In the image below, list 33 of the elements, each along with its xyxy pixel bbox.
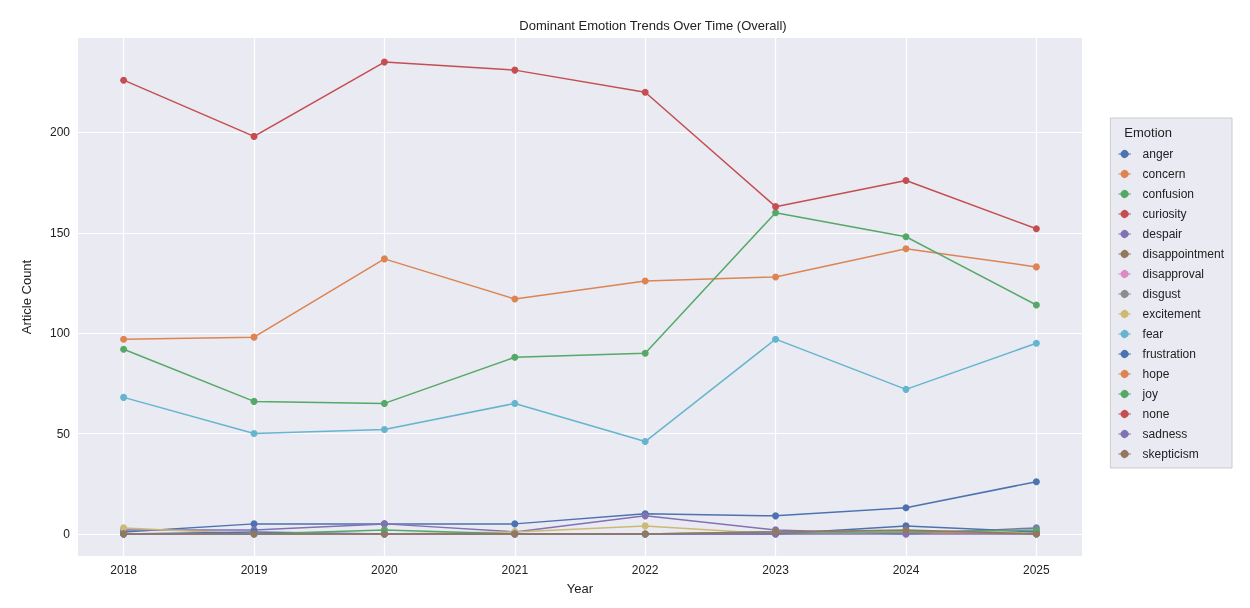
legend-label: despair — [1142, 227, 1182, 241]
legend-label: concern — [1142, 167, 1186, 181]
x-tick-label: 2025 — [1023, 563, 1051, 577]
legend-title: Emotion — [1124, 125, 1173, 140]
legend-label: curiosity — [1142, 207, 1187, 221]
y-tick-label: 0 — [63, 526, 71, 541]
legend-label: fear — [1142, 327, 1164, 341]
x-axis-title: Year — [566, 581, 594, 596]
legend-label: excitement — [1142, 307, 1202, 321]
legend-label: skepticism — [1142, 447, 1199, 461]
y-tick-label: 150 — [49, 225, 71, 240]
y-tick-label: 50 — [56, 426, 71, 441]
x-tick-label: 2024 — [892, 563, 920, 577]
x-tick-label: 2022 — [631, 563, 659, 577]
legend-label: disappointment — [1142, 247, 1225, 261]
legend-label: disapproval — [1142, 267, 1204, 281]
legend-label: hope — [1142, 367, 1170, 381]
legend-label: frustration — [1142, 347, 1196, 361]
x-tick-label: 2021 — [501, 563, 529, 577]
legend-label: joy — [1141, 387, 1158, 401]
legend-label: sadness — [1142, 427, 1188, 441]
x-tick-label: 2020 — [371, 563, 399, 577]
x-tick-label: 2023 — [762, 563, 790, 577]
legend-label: disgust — [1142, 287, 1182, 301]
legend-label: confusion — [1142, 187, 1194, 201]
x-tick-label: 2019 — [240, 563, 268, 577]
y-axis-title: Article Count — [19, 259, 34, 335]
chart-title: Dominant Emotion Trends Over Time (Overall) — [519, 18, 787, 33]
y-tick-label: 100 — [49, 326, 71, 341]
x-tick-label: 2018 — [110, 563, 138, 577]
legend-label: anger — [1142, 147, 1174, 161]
y-tick-label: 200 — [49, 125, 71, 140]
legend-label: none — [1142, 407, 1170, 421]
